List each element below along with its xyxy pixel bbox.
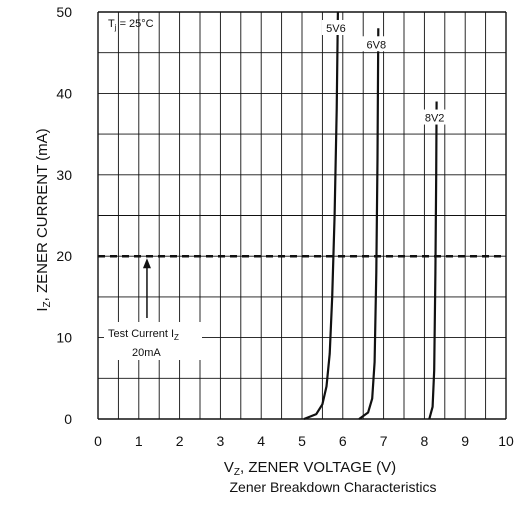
series-label-bg bbox=[321, 20, 350, 35]
x-tick-label: 1 bbox=[135, 433, 143, 449]
series-label-5v6: 5V6 bbox=[326, 23, 346, 35]
x-tick-label: 9 bbox=[461, 433, 469, 449]
series-labels: 5V6 6V8 8V2 bbox=[321, 20, 449, 125]
x-axis-title: VZ, ZENER VOLTAGE (V) bbox=[224, 459, 396, 478]
series-label-6v8: 6V8 bbox=[367, 39, 387, 51]
y-tick-labels: 0 10 20 30 40 50 bbox=[56, 4, 72, 427]
y-tick-label: 10 bbox=[56, 330, 72, 346]
series-line-5v6 bbox=[303, 11, 339, 421]
x-tick-label: 4 bbox=[257, 433, 265, 449]
y-tick-label: 20 bbox=[56, 248, 72, 264]
series-label-bg bbox=[362, 36, 391, 52]
series-label-8v2: 8V2 bbox=[425, 113, 445, 125]
annotation-line2: 20mA bbox=[132, 347, 161, 359]
x-tick-label: 7 bbox=[380, 433, 388, 449]
x-tick-labels: 0 1 2 3 4 5 6 7 8 9 10 bbox=[94, 433, 514, 449]
series-label-bg bbox=[420, 109, 449, 125]
series-line-6v8 bbox=[358, 28, 380, 420]
y-tick-label: 0 bbox=[64, 411, 72, 427]
x-tick-label: 2 bbox=[176, 433, 184, 449]
y-tick-label: 50 bbox=[56, 4, 72, 20]
y-tick-label: 40 bbox=[56, 85, 72, 101]
series-line-8v2 bbox=[428, 101, 438, 420]
series-group bbox=[303, 11, 438, 421]
annotation-line1: Test Current IZ bbox=[108, 328, 179, 342]
chart-caption: Zener Breakdown Characteristics bbox=[230, 479, 437, 495]
annotation-box bbox=[104, 322, 202, 360]
condition-label: Tj = 25°C bbox=[108, 18, 154, 32]
x-tick-label: 8 bbox=[421, 433, 429, 449]
y-tick-label: 30 bbox=[56, 167, 72, 183]
x-tick-label: 6 bbox=[339, 433, 347, 449]
x-tick-label: 0 bbox=[94, 433, 102, 449]
annotation-arrowhead bbox=[142, 258, 151, 269]
y-axis-title: IZ, ZENER CURRENT (mA) bbox=[34, 128, 53, 311]
x-tick-label: 10 bbox=[498, 433, 514, 449]
x-tick-label: 5 bbox=[298, 433, 306, 449]
x-tick-label: 3 bbox=[217, 433, 225, 449]
